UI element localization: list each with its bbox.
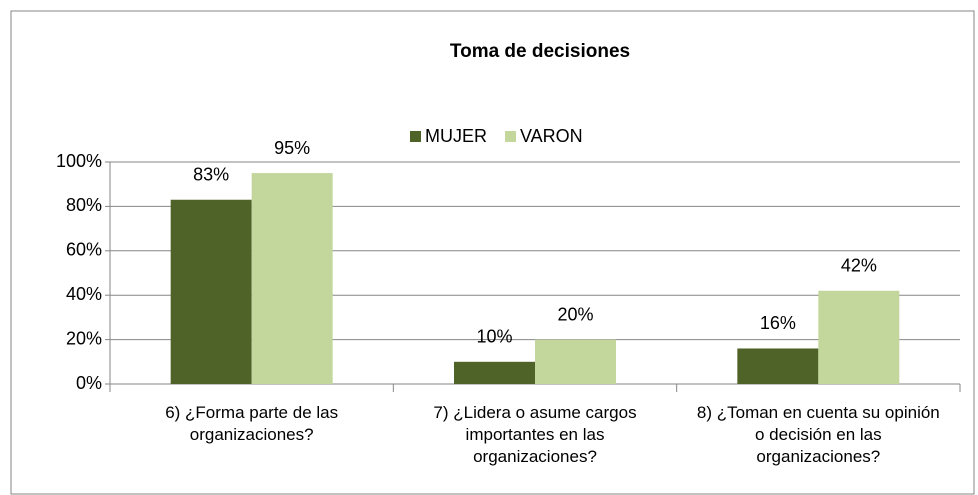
bar xyxy=(535,339,616,384)
y-tick-label: 40% xyxy=(66,284,102,304)
data-label: 16% xyxy=(760,313,796,333)
bar xyxy=(737,348,819,384)
x-tick-label: 7) ¿Lidera o asume cargos importantes en… xyxy=(433,403,637,466)
y-tick-label: 20% xyxy=(66,328,102,348)
data-label: 83% xyxy=(193,164,229,184)
data-label: 95% xyxy=(274,138,310,158)
legend-swatch xyxy=(505,131,516,142)
y-tick-label: 80% xyxy=(66,195,102,215)
x-tick-label: 6) ¿Forma parte de las organizaciones? xyxy=(165,403,339,444)
legend-label: VARON xyxy=(520,126,583,146)
y-tick-label: 60% xyxy=(66,240,102,260)
bar xyxy=(818,290,900,384)
bar xyxy=(170,199,252,384)
data-label: 42% xyxy=(841,256,877,276)
bar xyxy=(251,173,333,384)
legend-swatch xyxy=(410,131,421,142)
bar xyxy=(454,361,535,384)
data-label: 20% xyxy=(557,304,593,324)
x-tick-label: 8) ¿Toman en cuenta su opinión o decisió… xyxy=(696,403,940,466)
y-tick-label: 0% xyxy=(76,373,102,393)
legend-label: MUJER xyxy=(425,126,487,146)
y-tick-label: 100% xyxy=(56,151,102,171)
chart-title: Toma de decisiones xyxy=(450,41,630,62)
data-label: 10% xyxy=(476,327,512,347)
